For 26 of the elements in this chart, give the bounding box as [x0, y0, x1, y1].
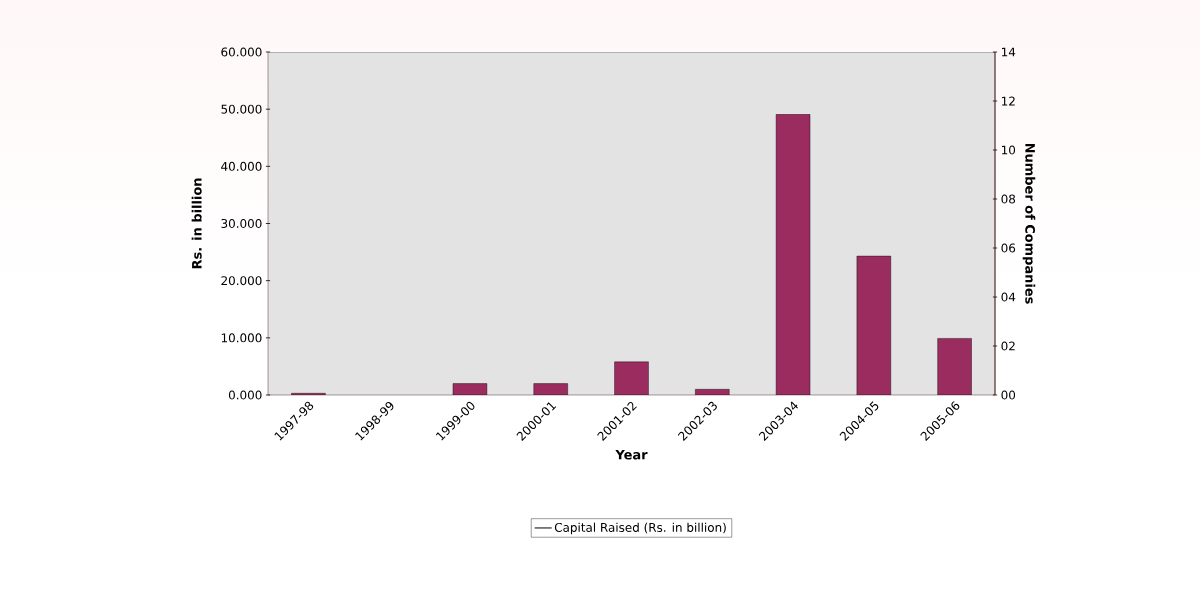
- y2-tick-label: 06: [1001, 243, 1016, 253]
- bar: [452, 383, 488, 396]
- bar: [775, 114, 811, 396]
- y2-tick-label: 08: [1001, 194, 1016, 204]
- y2-tick-label: 12: [1001, 96, 1015, 106]
- bar: [533, 383, 568, 396]
- y-tick-label: 60.000: [221, 47, 262, 57]
- y-tick-label: 50.000: [221, 104, 262, 114]
- y2-tick-label: 02: [1001, 341, 1015, 351]
- bar: [937, 338, 972, 396]
- y-tick-label: 40.000: [221, 161, 262, 171]
- bar: [614, 361, 649, 396]
- y2-tick-label: 00: [1001, 390, 1016, 400]
- y-tick-label: 0.000: [228, 390, 262, 400]
- legend-label: Capital Raised (Rs. in billion): [554, 522, 726, 535]
- y-tick-label: 10.000: [221, 333, 262, 343]
- x-axis-title: Year: [615, 449, 648, 460]
- y2-axis-title: Number of Companies: [1022, 143, 1036, 304]
- y2-tick-label: 04: [1001, 292, 1016, 302]
- bar: [856, 255, 891, 396]
- bar: [695, 389, 730, 396]
- y-axis-title: Rs. in billion: [191, 178, 202, 269]
- y-tick-label: 30.000: [221, 218, 262, 229]
- y2-tick-label: 14: [1001, 47, 1016, 57]
- y-tick-label: 20.000: [221, 276, 262, 286]
- y2-tick-label: 10: [1001, 145, 1016, 155]
